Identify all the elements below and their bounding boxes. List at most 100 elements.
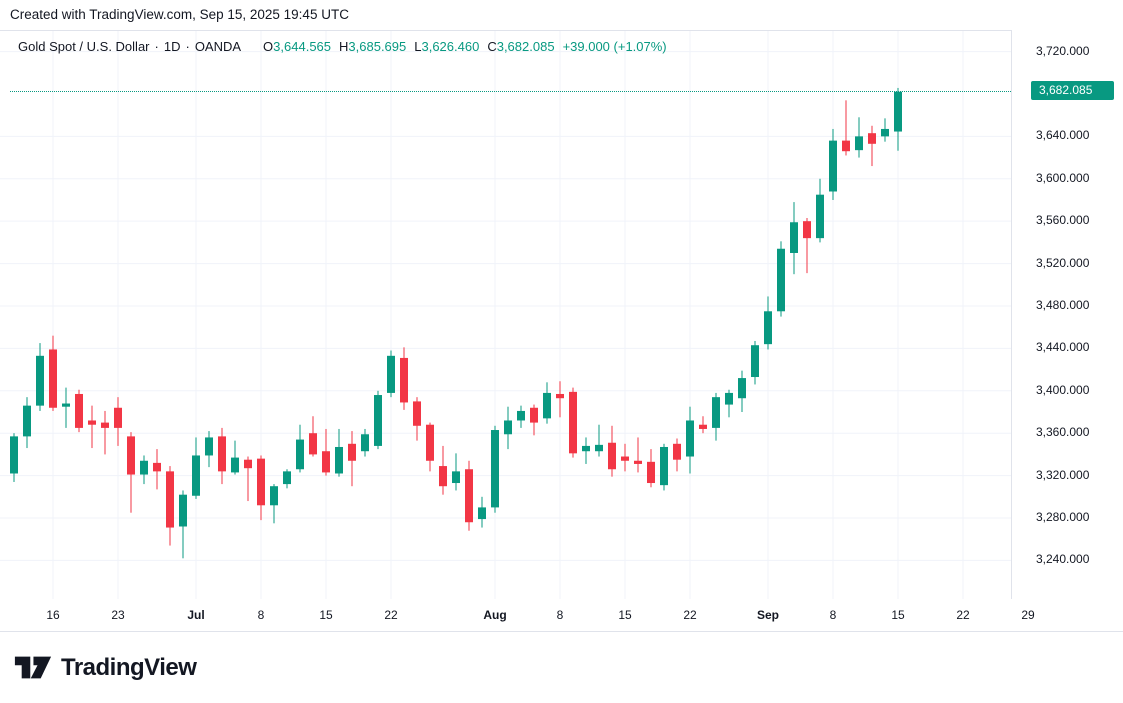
- low-label: L: [414, 39, 422, 54]
- candle[interactable]: [491, 425, 499, 513]
- ohlc-values: O3,644.565 H3,685.695 L3,626.460 C3,682.085…: [255, 39, 667, 54]
- candle[interactable]: [712, 392, 720, 441]
- candle[interactable]: [36, 343, 44, 411]
- candle[interactable]: [452, 453, 460, 491]
- close-value: 3,682.085: [496, 39, 555, 54]
- candle[interactable]: [673, 438, 681, 472]
- candle[interactable]: [686, 406, 694, 474]
- candle[interactable]: [88, 405, 96, 449]
- candle[interactable]: [842, 100, 850, 156]
- candle[interactable]: [855, 117, 863, 158]
- y-axis-label: 3,400.000: [1036, 382, 1090, 397]
- candle[interactable]: [413, 397, 421, 441]
- candle[interactable]: [231, 440, 239, 475]
- open-value: 3,644.565: [273, 39, 332, 54]
- x-axis-label: 8: [556, 608, 564, 622]
- candle[interactable]: [868, 125, 876, 167]
- time-scale[interactable]: 16 23 Jul 8 15 22 Aug 8 15 22 Sep 8 15 22 29: [0, 599, 1123, 632]
- candle[interactable]: [504, 406, 512, 450]
- y-axis-label: 3,640.000: [1036, 128, 1090, 143]
- candle[interactable]: [127, 432, 135, 513]
- y-axis-label: 3,520.000: [1036, 255, 1090, 270]
- candle[interactable]: [582, 437, 590, 464]
- tradingview-logo-icon: [14, 656, 52, 679]
- candle[interactable]: [608, 425, 616, 477]
- tradingview-logo[interactable]: TradingView: [14, 651, 197, 684]
- candle[interactable]: [764, 296, 772, 350]
- candle[interactable]: [140, 455, 148, 485]
- y-axis-label: 3,440.000: [1036, 340, 1090, 355]
- candle[interactable]: [114, 397, 122, 446]
- candle[interactable]: [543, 382, 551, 424]
- candle[interactable]: [569, 387, 577, 458]
- x-axis-label: 15: [319, 608, 333, 622]
- x-axis-label: 29: [1021, 608, 1035, 622]
- candle[interactable]: [400, 347, 408, 410]
- candle[interactable]: [257, 455, 265, 521]
- candle[interactable]: [647, 449, 655, 488]
- candle[interactable]: [296, 424, 304, 473]
- candle[interactable]: [23, 397, 31, 449]
- price-scale[interactable]: 3,720.000 3,640.000 3,600.000 3,560.000 3,52…: [1012, 30, 1123, 598]
- candle[interactable]: [595, 424, 603, 457]
- candle[interactable]: [270, 484, 278, 524]
- high-label: H: [339, 39, 349, 54]
- candle[interactable]: [101, 410, 109, 455]
- candle[interactable]: [881, 118, 889, 142]
- candle[interactable]: [790, 202, 798, 275]
- candle[interactable]: [556, 381, 564, 418]
- candle[interactable]: [530, 404, 538, 436]
- candle[interactable]: [725, 389, 733, 418]
- candle[interactable]: [439, 445, 447, 495]
- candle[interactable]: [62, 387, 70, 428]
- candle[interactable]: [179, 490, 187, 559]
- candle[interactable]: [322, 428, 330, 476]
- candle[interactable]: [374, 390, 382, 450]
- candle[interactable]: [660, 443, 668, 491]
- y-axis-label: 3,600.000: [1036, 170, 1090, 185]
- candle[interactable]: [699, 416, 707, 434]
- chart-pane[interactable]: [0, 30, 1012, 600]
- candle[interactable]: [49, 335, 57, 411]
- y-axis-label: 3,720.000: [1036, 43, 1090, 58]
- candle[interactable]: [153, 449, 161, 490]
- candle[interactable]: [894, 87, 902, 151]
- y-axis-label: 3,480.000: [1036, 297, 1090, 312]
- candle[interactable]: [166, 466, 174, 546]
- candle[interactable]: [751, 340, 759, 385]
- candle[interactable]: [309, 416, 317, 457]
- candle[interactable]: [244, 456, 252, 502]
- candlestick-chart[interactable]: [0, 31, 1011, 599]
- symbol-title[interactable]: Gold Spot / U.S. Dollar: [18, 39, 150, 54]
- candle[interactable]: [218, 427, 226, 485]
- legend-separator: ·: [185, 39, 190, 54]
- candle[interactable]: [465, 460, 473, 531]
- header-credit: Created with TradingView.com, Sep 15, 20…: [10, 7, 349, 22]
- candle[interactable]: [75, 389, 83, 433]
- high-value: 3,685.695: [348, 39, 407, 54]
- candle[interactable]: [777, 241, 785, 317]
- candle[interactable]: [361, 428, 369, 457]
- candle[interactable]: [192, 437, 200, 499]
- candle[interactable]: [738, 370, 746, 412]
- candle[interactable]: [621, 443, 629, 472]
- last-price-line: [10, 91, 1011, 92]
- candle[interactable]: [10, 433, 18, 482]
- candle[interactable]: [426, 422, 434, 472]
- candle[interactable]: [335, 428, 343, 477]
- candle[interactable]: [634, 437, 642, 473]
- x-axis-label: 8: [829, 608, 837, 622]
- candle[interactable]: [829, 128, 837, 200]
- interval-label[interactable]: 1D: [163, 39, 181, 54]
- candle[interactable]: [205, 431, 213, 468]
- change-value: +39.000 (+1.07%): [562, 39, 667, 54]
- candle[interactable]: [803, 218, 811, 274]
- y-axis-label: 3,280.000: [1036, 510, 1090, 524]
- candle[interactable]: [816, 178, 824, 243]
- candle[interactable]: [387, 350, 395, 398]
- candle[interactable]: [283, 469, 291, 489]
- candle[interactable]: [517, 405, 525, 428]
- candle[interactable]: [478, 496, 486, 528]
- candle[interactable]: [348, 431, 356, 487]
